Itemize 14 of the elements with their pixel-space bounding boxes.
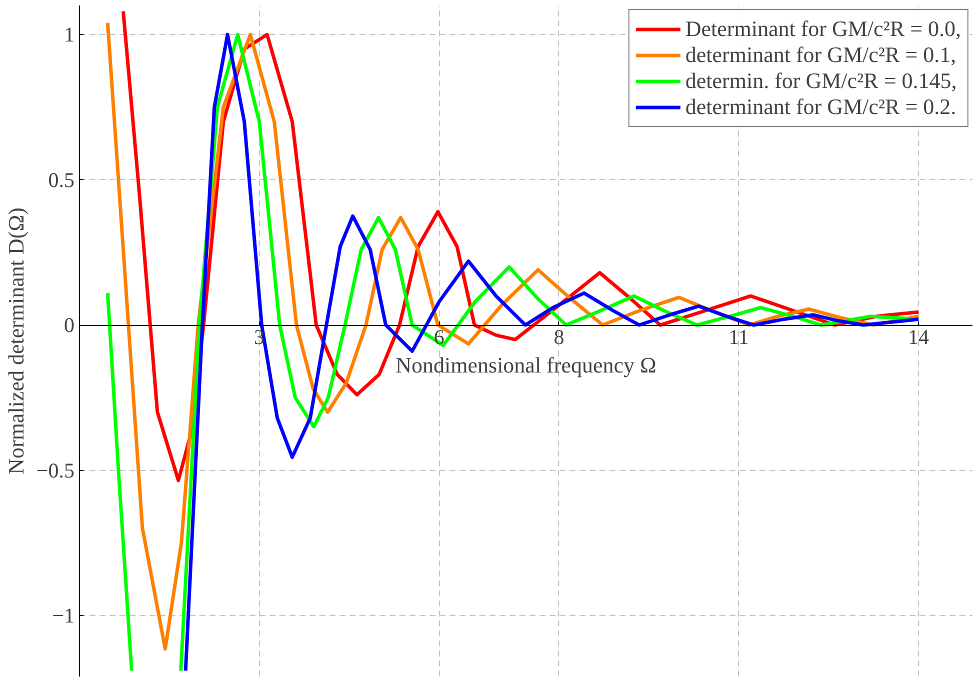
y-tick-label: 0.5 [48,168,74,192]
y-tick-label: 0 [64,313,74,338]
legend-label: determin. for GM/c²R = 0.145, [685,68,957,94]
y-tick-label: −0.5 [36,458,74,482]
y-axis-title: Normalized determinant D(Ω) [3,208,28,474]
legend-label: Determinant for GM/c²R = 0.0, [685,16,961,42]
x-tick-label: 14 [908,325,930,350]
x-tick-label: 8 [554,325,564,350]
x-tick-label: 11 [728,325,749,350]
x-axis-title: Nondimensional frequency Ω [396,352,656,378]
y-tick-label: 1 [64,22,74,47]
legend-label: determinant for GM/c²R = 0.2. [685,94,956,120]
y-tick-label: −1 [52,604,74,628]
legend-label: determinant for GM/c²R = 0.1, [685,42,956,68]
